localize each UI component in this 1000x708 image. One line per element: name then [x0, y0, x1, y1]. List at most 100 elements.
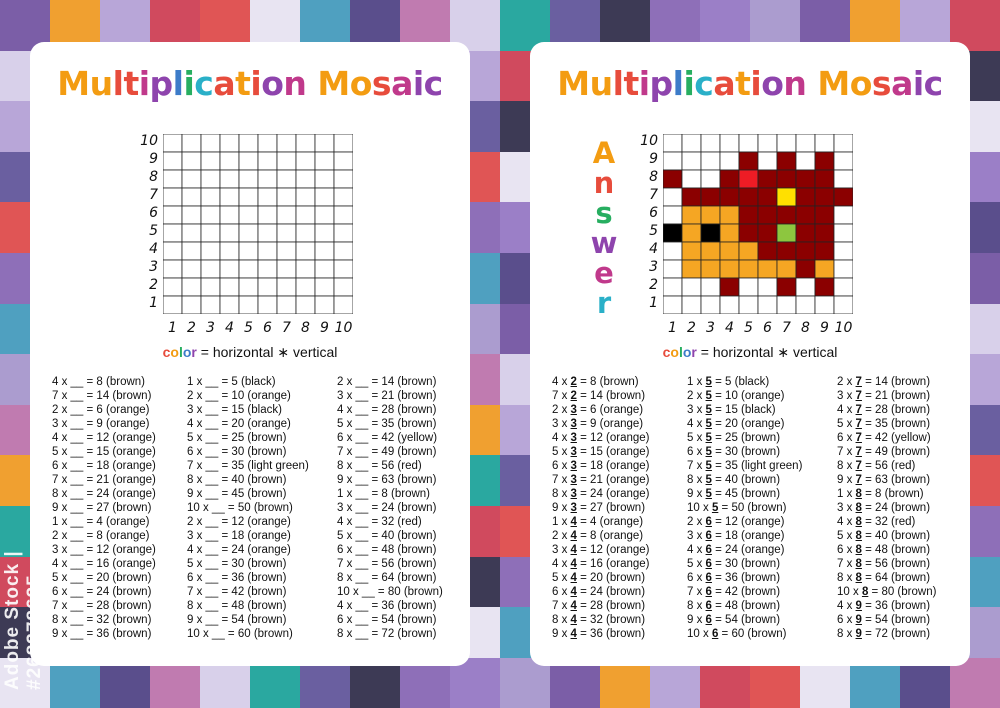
answer-line: 7 x 4 = 28 (brown) — [552, 599, 650, 613]
answer-prefix: 4 x — [687, 418, 706, 430]
answer-suffix: = 18 (orange) — [711, 530, 785, 542]
title-letter: a — [713, 64, 736, 103]
grid-cell — [295, 134, 316, 153]
answer-letter: r — [596, 286, 612, 320]
problem-line: 8 x __ = 24 (orange) — [52, 488, 156, 500]
grid-cell — [333, 277, 353, 297]
answer-suffix: = 14 (brown) — [576, 390, 646, 402]
grid-cell — [757, 259, 778, 279]
title-letter: a — [213, 64, 236, 103]
grid-cell — [833, 223, 853, 243]
grid-cell — [257, 295, 278, 314]
answer-suffix: = 24 (orange) — [576, 488, 650, 500]
grid-cell — [833, 205, 853, 225]
answer-factor: 5 — [705, 432, 712, 444]
grid-cell — [238, 134, 259, 153]
title-letter: t — [235, 64, 251, 103]
problem-line: 9 x __ = 63 (brown) — [337, 474, 437, 486]
answer-prefix: 6 x — [687, 446, 706, 458]
answer-suffix: = 42 (yellow) — [861, 432, 931, 444]
title-letter: t — [623, 64, 639, 103]
grid-cell — [333, 259, 353, 279]
answer-prefix: 4 x — [687, 544, 706, 556]
grid-cell — [757, 169, 778, 189]
x-tick-label: 9 — [320, 320, 329, 336]
x-tick-label: 4 — [225, 320, 234, 336]
answer-line: 3 x 4 = 12 (orange) — [552, 543, 650, 557]
legend-letter: o — [182, 344, 192, 360]
background-tile — [800, 657, 850, 708]
answer-factor: 5 — [705, 488, 712, 500]
grid-cell — [776, 295, 797, 314]
x-tick-label: 8 — [301, 320, 310, 336]
y-tick-label: 10 — [640, 133, 658, 149]
grid-cell — [833, 151, 853, 171]
legend-letter: o — [170, 344, 179, 360]
legend-rest: = horizontal ∗ vertical — [196, 344, 338, 360]
grid-cell — [200, 277, 221, 297]
grid-cell — [719, 134, 740, 153]
answer-suffix: = 36 (brown) — [861, 600, 931, 612]
answer-suffix: = 64 (brown) — [861, 572, 931, 584]
answer-suffix: = 50 (brown) — [718, 502, 787, 514]
answer-suffix: = 8 (brown) — [861, 488, 924, 500]
background-tile — [750, 657, 800, 708]
answer-line: 5 x 3 = 15 (orange) — [552, 445, 650, 459]
stock-watermark: Adobe Stock | #268378625 — [2, 550, 45, 690]
problem-line: 2 x __ = 10 (orange) — [187, 390, 291, 402]
answer-factor: 7 — [855, 404, 862, 416]
answer-suffix: = 10 (orange) — [711, 390, 785, 402]
problem-line: 9 x __ = 36 (brown) — [52, 628, 152, 640]
answer-suffix: = 56 (brown) — [861, 558, 931, 570]
answer-prefix: 8 x — [552, 614, 571, 626]
answer-factor: 7 — [855, 376, 862, 388]
answer-suffix: = 60 (brown) — [718, 628, 787, 640]
answer-suffix: = 40 (brown) — [861, 530, 931, 542]
grid-cell — [738, 187, 759, 207]
title-letter: M — [817, 64, 850, 103]
problem-line: 4 x __ = 32 (red) — [337, 516, 422, 528]
problem-line: 5 x __ = 30 (brown) — [187, 558, 287, 570]
grid-cell — [738, 169, 759, 189]
answer-prefix: 9 x — [552, 502, 571, 514]
answer-prefix: 4 x — [837, 404, 856, 416]
answer-suffix: = 16 (orange) — [576, 558, 650, 570]
grid-cell — [276, 151, 297, 171]
title-letter: M — [317, 64, 350, 103]
filled-mosaic-grid — [663, 134, 853, 314]
grid-cell — [219, 223, 240, 243]
problem-line: 9 x __ = 54 (brown) — [187, 614, 287, 626]
problem-line: 8 x __ = 64 (brown) — [337, 572, 437, 584]
answer-prefix: 8 x — [552, 488, 571, 500]
answer-prefix: 7 x — [552, 474, 571, 486]
grid-cell — [719, 223, 740, 243]
problem-line: 2 x __ = 14 (brown) — [337, 376, 437, 388]
answer-line: 7 x 5 = 35 (light green) — [687, 459, 802, 473]
grid-cell — [333, 169, 353, 189]
grid-cell — [738, 223, 759, 243]
grid-cell — [163, 134, 183, 153]
answer-factor: 8 — [855, 516, 862, 528]
answer-prefix: 5 x — [552, 572, 571, 584]
answer-suffix: = 24 (brown) — [861, 502, 931, 514]
answer-letter: e — [594, 256, 614, 290]
grid-cell — [219, 277, 240, 297]
answer-letter: n — [593, 166, 615, 200]
answer-factor: 6 — [705, 600, 712, 612]
background-tile — [0, 657, 50, 708]
answer-line: 7 x 7 = 49 (brown) — [837, 445, 936, 459]
problem-line: 4 x __ = 20 (orange) — [187, 418, 291, 430]
x-tick-label: 5 — [744, 320, 753, 336]
grid-cell — [295, 259, 316, 279]
background-tile — [850, 657, 900, 708]
grid-cell — [314, 187, 335, 207]
answer-column: 4 x 2 = 8 (brown) 7 x 2 = 14 (brown) 2 x 3… — [552, 375, 650, 641]
answer-factor: 7 — [855, 432, 862, 444]
grid-cell — [181, 134, 202, 153]
grid-cell — [795, 223, 816, 243]
answer-suffix: = 40 (brown) — [711, 474, 781, 486]
problem-line: 6 x __ = 54 (brown) — [337, 614, 437, 626]
answer-prefix: 2 x — [687, 516, 706, 528]
answer-factor: 4 — [570, 572, 577, 584]
answer-prefix: 8 x — [837, 628, 856, 640]
